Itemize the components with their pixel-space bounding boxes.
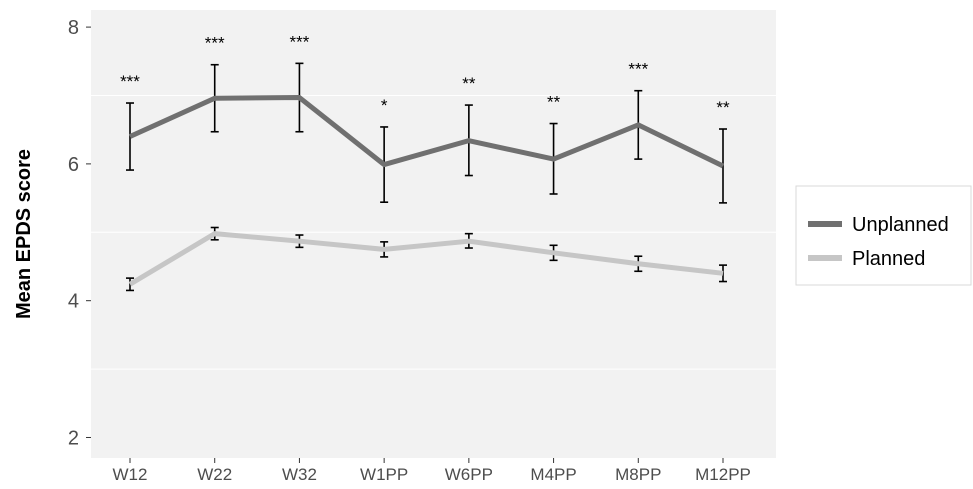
x-tick-label: W22 (197, 465, 232, 484)
y-axis: 2 4 6 8 (68, 17, 91, 449)
significance-annotations: ****** ************* (120, 32, 730, 117)
significance-label: *** (289, 32, 309, 51)
legend: Unplanned Planned (795, 185, 972, 286)
grid-lines (91, 94, 776, 370)
significance-label: *** (205, 34, 225, 53)
significance-label: *** (120, 72, 140, 91)
legend-label-planned: Planned (852, 248, 925, 270)
significance-label: ** (716, 98, 730, 117)
series-line-unplanned (128, 95, 725, 169)
x-tick-label: M8PP (615, 465, 661, 484)
series-line-planned (128, 231, 724, 287)
significance-label: ** (462, 74, 476, 93)
plot-panel (91, 10, 776, 458)
x-tick-label: M12PP (695, 465, 751, 484)
x-tick-label: W6PP (445, 465, 493, 484)
x-tick-label: M4PP (530, 465, 576, 484)
y-axis-label: Mean EPDS score (13, 149, 35, 319)
x-axis: W12 W22 W32 W1PP W6PP M4PP M8PP M12PP (113, 458, 751, 484)
x-tick-label: W12 (113, 465, 148, 484)
significance-label: *** (628, 60, 648, 79)
y-tick-label: 6 (68, 154, 79, 176)
legend-box (795, 185, 972, 286)
y-tick-label: 4 (68, 291, 79, 313)
x-tick-label: W1PP (360, 465, 408, 484)
x-tick-label: W32 (282, 465, 317, 484)
significance-label: ** (547, 93, 561, 112)
y-tick-label: 2 (68, 427, 79, 449)
significance-label: * (381, 96, 388, 115)
y-tick-label: 8 (68, 17, 79, 39)
legend-label-unplanned: Unplanned (852, 214, 949, 236)
series-lines (128, 95, 725, 287)
